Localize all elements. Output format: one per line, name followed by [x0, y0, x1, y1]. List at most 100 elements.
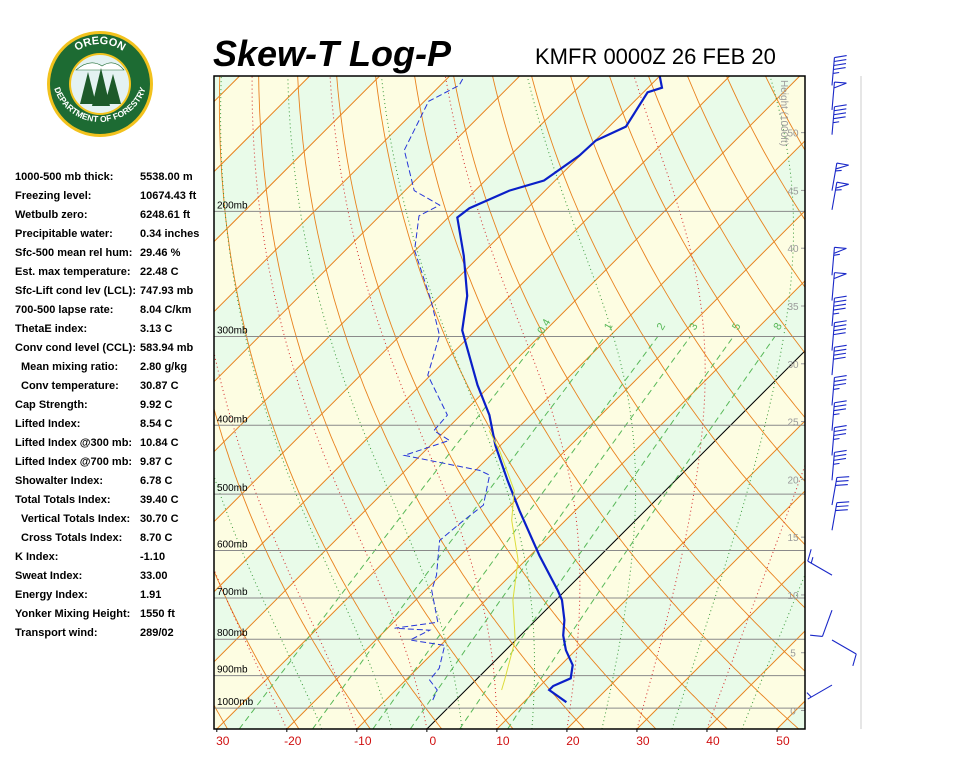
isotherm — [214, 76, 521, 383]
dry-adiabat — [375, 76, 728, 729]
plot-overlay: 1000mb 900mb 800mb 700mb 600mb 500mb 400mb 300m… — [213, 75, 862, 748]
isotherm — [214, 76, 661, 523]
pressure-label: 200mb — [217, 200, 248, 211]
pressure-label: 1000mb — [217, 697, 254, 708]
index-label: Est. max temperature: — [15, 266, 131, 278]
dry-adiabat — [336, 76, 657, 729]
height-axis-label: Height (1000ft) — [778, 80, 789, 146]
wind-barb — [831, 246, 847, 276]
index-label: Lifted Index: — [15, 418, 80, 430]
height-tick-label: 30 — [787, 360, 799, 371]
index-label: Freezing level: — [15, 190, 91, 202]
index-value: 2.80 g/kg — [140, 361, 187, 373]
logo-trees — [80, 68, 121, 106]
wind-barb — [831, 344, 847, 376]
wind-barb — [831, 181, 849, 210]
wind-barb — [831, 400, 847, 431]
wind-barb — [831, 449, 847, 481]
index-label: 700-500 lapse rate: — [15, 304, 113, 316]
isotherm — [214, 76, 451, 313]
index-value: 747.93 mb — [140, 285, 193, 297]
x-tick-label: -20 — [284, 734, 302, 748]
index-label: Precipitable water: — [15, 228, 113, 240]
height-tick-label: 5 — [790, 649, 796, 660]
x-tick-label: 50 — [776, 734, 790, 748]
logo: OREGON DEPARTMENT OF FORESTRY — [47, 31, 153, 137]
index-value: 583.94 mb — [140, 342, 193, 354]
isotherm — [636, 560, 805, 729]
profile-line — [394, 76, 491, 701]
height-tick-label: 45 — [787, 186, 799, 197]
index-label: Lifted Index @700 mb: — [15, 456, 132, 468]
index-value: 6248.61 ft — [140, 209, 190, 221]
index-label: Total Totals Index: — [15, 494, 111, 506]
isotherm — [214, 76, 801, 663]
x-tick-label: 30 — [636, 734, 650, 748]
x-tick-label: 40 — [706, 734, 720, 748]
mixing-ratio-label: 5 — [730, 321, 743, 332]
index-value: 30.87 C — [140, 380, 179, 392]
dry-adiabat — [218, 76, 443, 729]
mixing-ratio-label: 1 — [602, 321, 615, 332]
wind-barb — [831, 104, 847, 135]
index-value: 8.04 C/km — [140, 304, 192, 316]
isotherm-band — [847, 76, 960, 729]
height-tick-label: 20 — [787, 475, 799, 486]
index-label: Sweat Index: — [15, 570, 82, 582]
logo-mountain — [75, 62, 125, 71]
pressure-label: 300mb — [217, 325, 248, 336]
index-value: 1550 ft — [140, 608, 175, 620]
mixing-ratio-label: 3 — [687, 321, 700, 332]
plot-frame — [213, 75, 806, 730]
dry-adiabat — [570, 76, 805, 483]
index-value: 10674.43 ft — [140, 190, 197, 202]
isotherm — [426, 350, 805, 729]
mixing-ratio-line — [507, 336, 776, 729]
isotherm — [356, 280, 805, 729]
moist-adiabat — [380, 76, 535, 729]
index-label: Conv temperature: — [21, 380, 119, 392]
x-tick-label: 20 — [566, 734, 580, 748]
mixing-ratio-label: 2 — [655, 321, 668, 332]
wind-barb — [831, 81, 847, 111]
wind-barb — [831, 501, 850, 531]
logo-top-path: OREGON — [73, 35, 128, 54]
x-tick-label: 10 — [496, 734, 510, 748]
pressure-label: 800mb — [217, 628, 248, 639]
index-label: Transport wind: — [15, 627, 98, 639]
index-value: 22.48 C — [140, 266, 179, 278]
index-label: Energy Index: — [15, 589, 88, 601]
moist-adiabat — [706, 463, 805, 729]
wind-barb — [831, 162, 849, 191]
index-label: Wetbulb zero: — [15, 209, 88, 221]
pressure-label: 600mb — [217, 539, 248, 550]
logo-top-text: OREGON — [73, 35, 128, 54]
dry-adiabat — [258, 76, 514, 729]
dry-adiabat — [882, 76, 960, 729]
index-value: -1.10 — [140, 551, 165, 563]
index-label: Lifted Index @300 mb: — [15, 437, 132, 449]
index-value: 30.70 C — [140, 513, 179, 525]
moist-adiabat — [444, 76, 581, 729]
index-label: K Index: — [15, 551, 58, 563]
pressure-label: 700mb — [217, 587, 248, 598]
index-label: Vertical Totals Index: — [21, 513, 130, 525]
dry-adiabat — [297, 76, 585, 729]
index-label: ThetaE index: — [15, 323, 87, 335]
height-tick-label: 0 — [790, 707, 796, 718]
isotherm — [286, 210, 805, 729]
wind-barb — [831, 374, 847, 406]
wind-barb — [831, 320, 847, 351]
index-label: Cross Totals Index: — [21, 532, 122, 544]
dry-adiabat — [648, 76, 805, 354]
isotherm — [214, 76, 380, 243]
height-tick-label: 15 — [787, 533, 799, 544]
index-value: 10.84 C — [140, 437, 179, 449]
dry-adiabat — [414, 76, 799, 729]
height-tick-label: 35 — [787, 302, 799, 313]
dry-adiabat — [921, 76, 960, 729]
x-tick-label: 30 — [216, 734, 230, 748]
index-value: 289/02 — [140, 627, 174, 639]
